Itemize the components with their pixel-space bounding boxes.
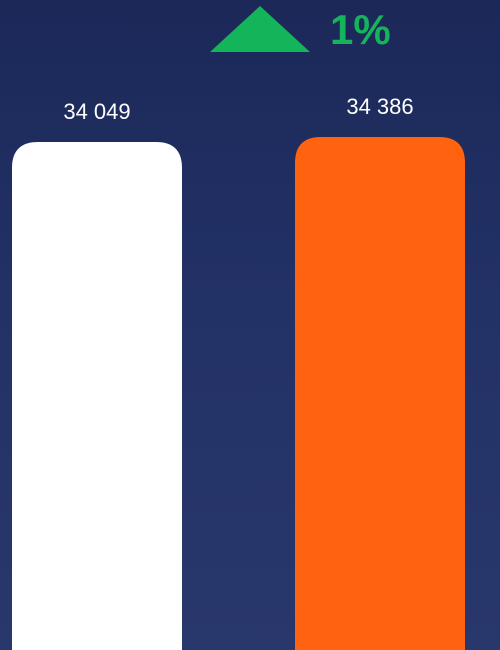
up-arrow — [210, 6, 310, 52]
value-label: 34 386 — [346, 94, 413, 119]
value-label: 34 049 — [63, 99, 130, 124]
bar — [12, 142, 182, 650]
change-label: 1% — [330, 6, 391, 53]
bar — [295, 137, 465, 650]
